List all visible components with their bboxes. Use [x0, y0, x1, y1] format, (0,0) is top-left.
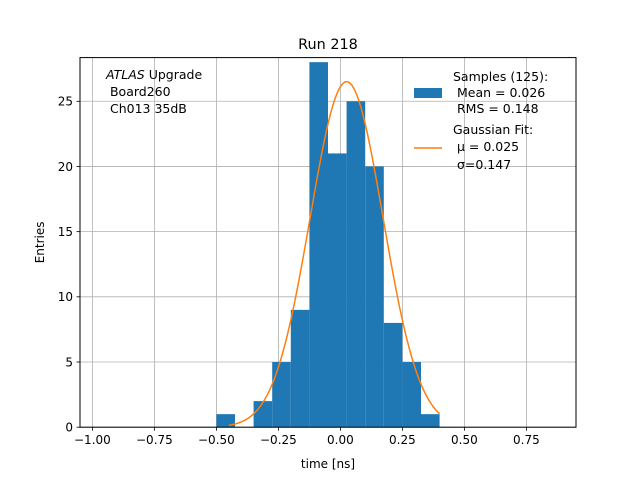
histogram-bar	[328, 153, 347, 428]
histogram-bar	[421, 414, 440, 428]
y-tick-label: 0	[65, 421, 73, 435]
x-tick-label: −0.50	[198, 433, 235, 447]
annotation-line-3: Ch013 35dB	[106, 101, 187, 116]
y-axis-ticks: 0 5 10 15 20 25	[58, 95, 80, 435]
x-axis-label: time [ns]	[301, 457, 355, 471]
legend-fit-title: Gaussian Fit:	[453, 122, 533, 137]
chart-title: Run 218	[298, 37, 358, 53]
histogram-bar	[309, 62, 328, 428]
histogram-bar	[253, 401, 273, 428]
histogram-bar	[346, 101, 366, 428]
atlas-annotation: ATLAS Upgrade Board260 Ch013 35dB	[105, 67, 202, 116]
annotation-line-2: Board260	[106, 84, 171, 99]
gaussian-fit-curve	[228, 80, 441, 427]
legend: Samples (125): Mean = 0.026 RMS = 0.148 …	[414, 69, 548, 172]
histogram-bar	[272, 362, 291, 428]
histogram-bar	[365, 166, 384, 428]
x-tick-label: 0.75	[513, 433, 540, 447]
y-tick-label: 15	[58, 225, 73, 239]
legend-histogram-swatch	[414, 88, 442, 98]
annotation-line-1: ATLAS Upgrade	[105, 67, 202, 82]
legend-fit-mu: μ = 0.025	[453, 139, 519, 154]
histogram-bar	[290, 309, 310, 428]
gaussian-fit-line	[228, 80, 441, 427]
x-tick-label: −0.75	[136, 433, 173, 447]
legend-fit-sigma: σ=0.147	[453, 157, 511, 172]
x-tick-label: 0.25	[389, 433, 416, 447]
legend-samples-title: Samples (125):	[453, 69, 548, 84]
x-axis-ticks: −1.00 −0.75 −0.50 −0.25 0.00 0.25 0.50 0.75	[74, 427, 540, 447]
y-axis-label: Entries	[33, 222, 47, 264]
histogram-bar	[216, 414, 235, 428]
histogram-bar	[383, 322, 403, 428]
histogram-bar	[402, 362, 421, 428]
annotation-upgrade-text: Upgrade	[145, 67, 203, 82]
x-tick-label: 0.50	[451, 433, 478, 447]
annotation-atlas-italic: ATLAS	[105, 67, 145, 82]
histogram-bars	[216, 62, 440, 428]
x-tick-label: −1.00	[74, 433, 111, 447]
plot-frame	[79, 57, 577, 428]
y-tick-label: 25	[58, 95, 73, 109]
x-tick-label: 0.00	[327, 433, 354, 447]
y-tick-label: 10	[58, 290, 73, 304]
y-tick-label: 20	[58, 160, 73, 174]
y-tick-label: 5	[65, 355, 73, 369]
legend-samples-rms: RMS = 0.148	[453, 101, 539, 116]
legend-samples-mean: Mean = 0.026	[453, 85, 545, 100]
x-tick-label: −0.25	[260, 433, 297, 447]
